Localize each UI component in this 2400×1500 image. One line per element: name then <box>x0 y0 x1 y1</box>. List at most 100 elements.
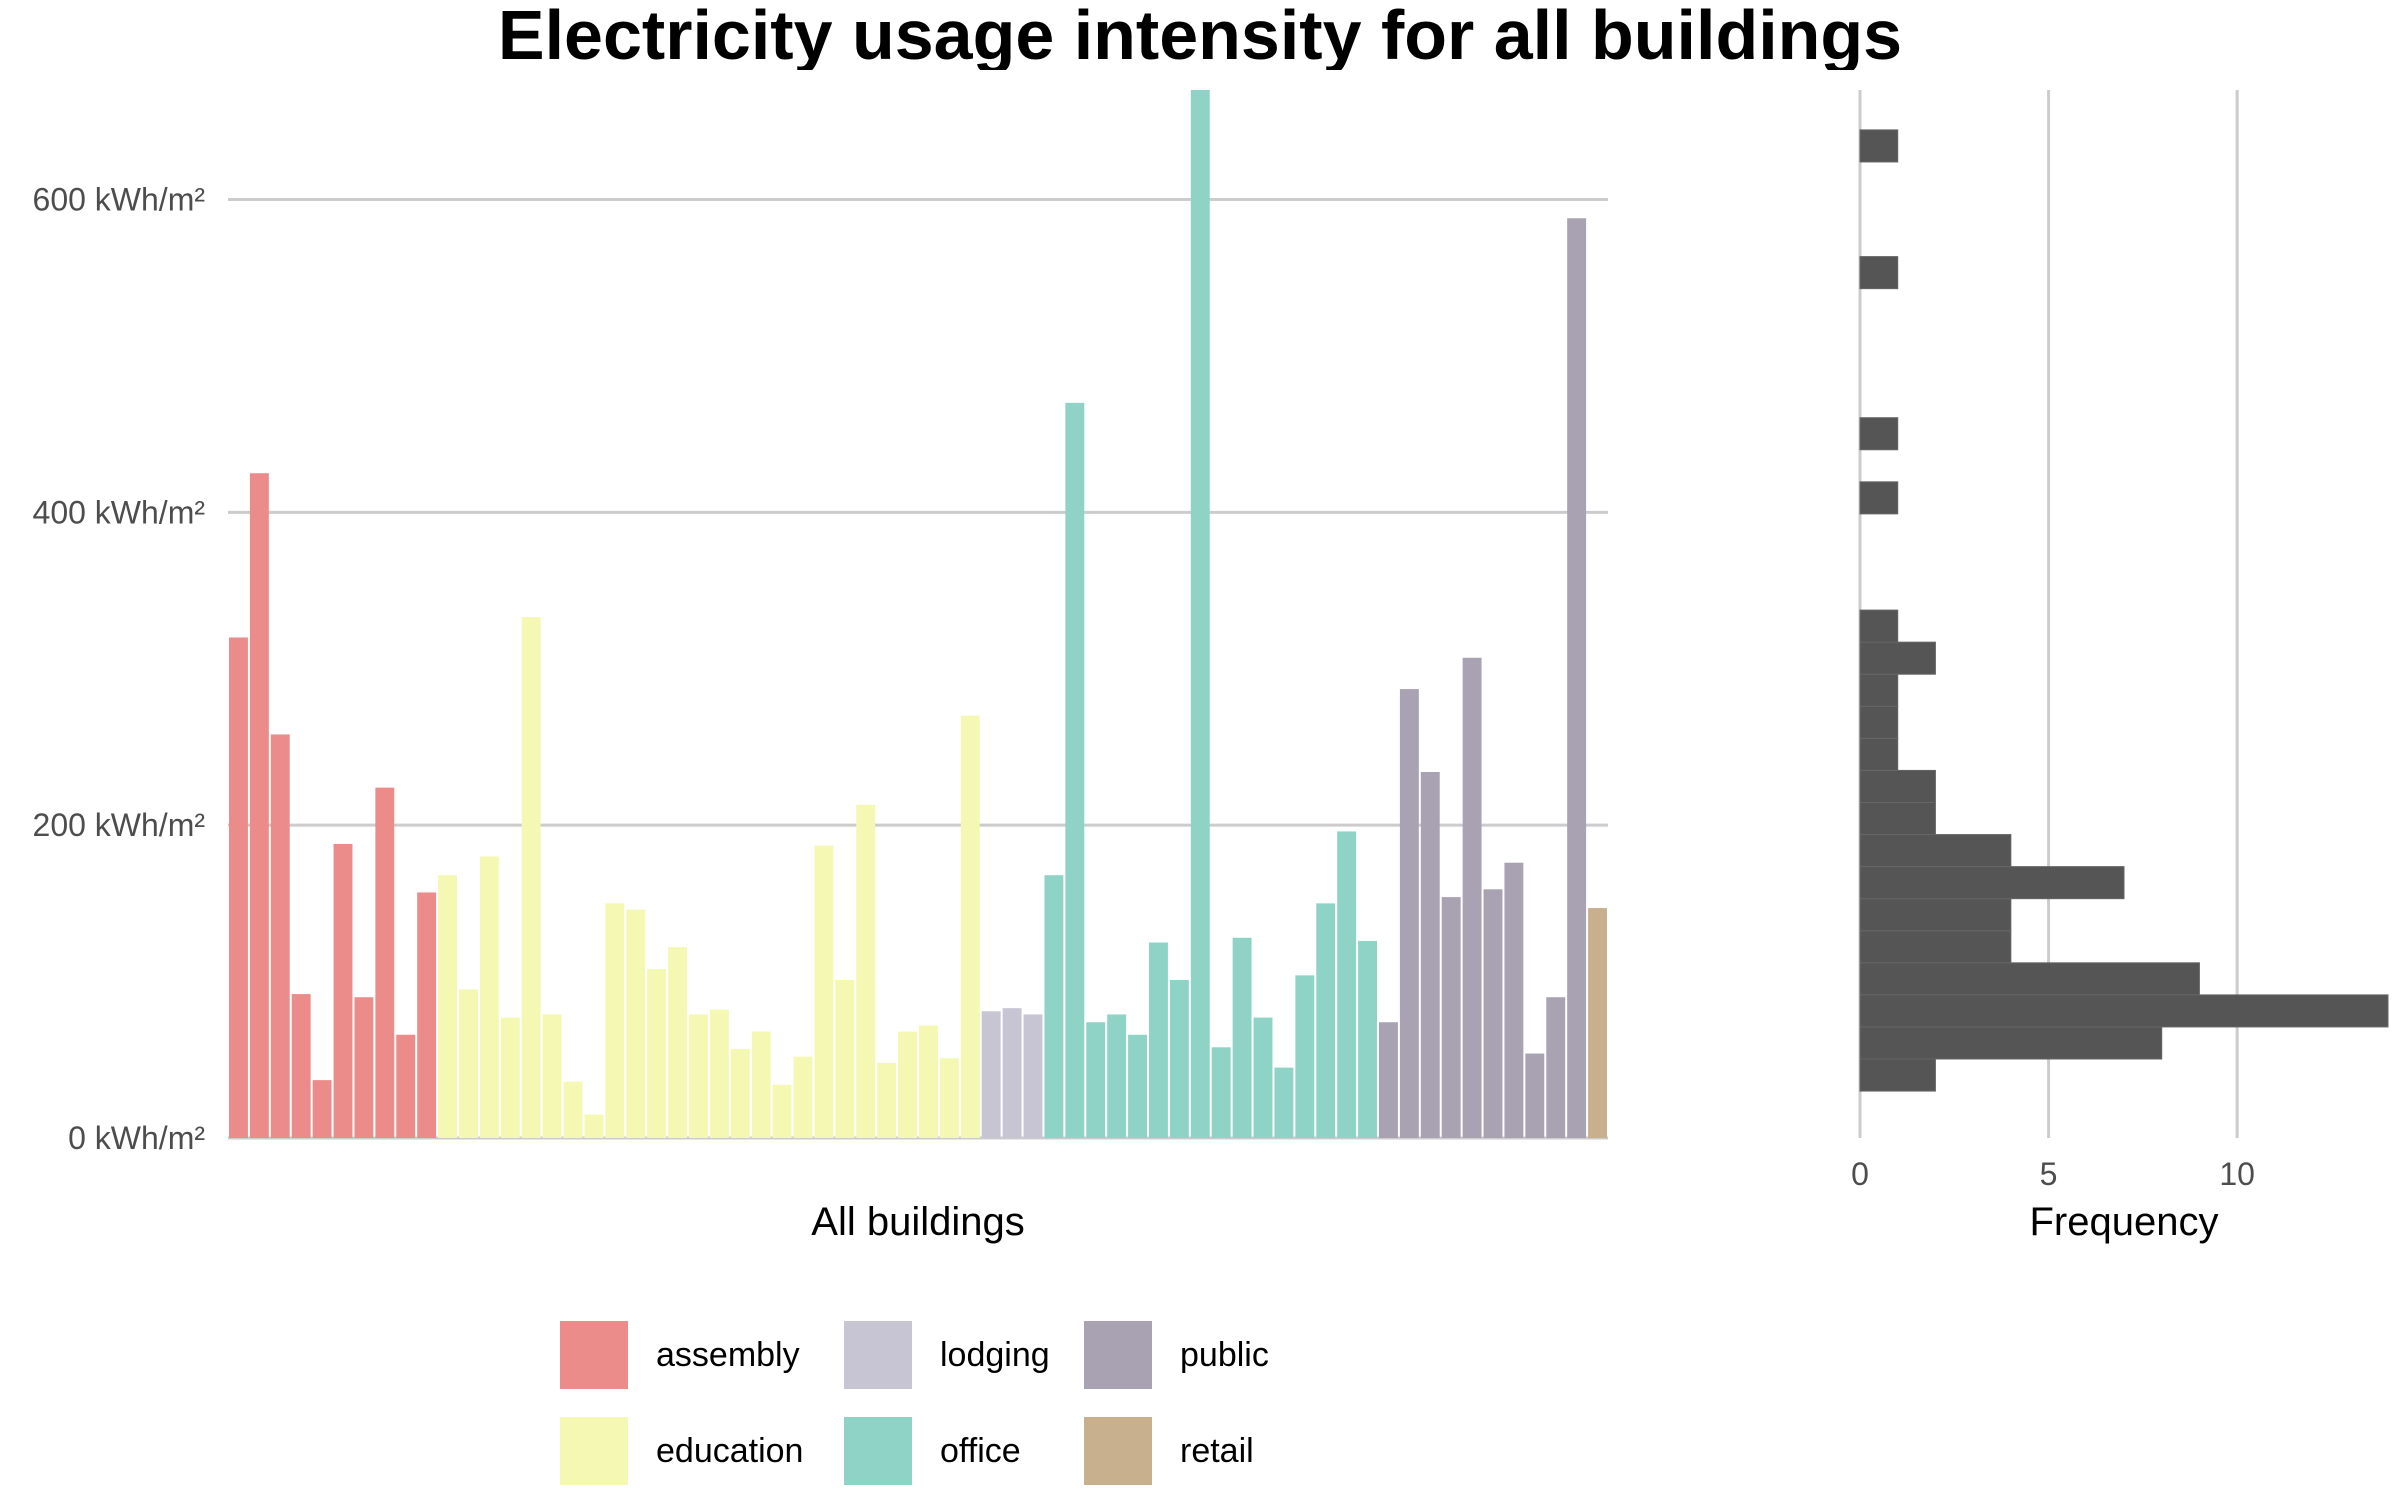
bar-assembly <box>417 892 437 1138</box>
histogram-bin <box>1859 705 1899 739</box>
histogram-bin <box>1859 737 1899 771</box>
legend-swatch <box>844 1417 912 1485</box>
bar-office <box>1044 875 1064 1138</box>
bar-public <box>1504 862 1524 1138</box>
bar-education <box>877 1062 897 1138</box>
bar-office <box>1065 402 1085 1138</box>
bar-education <box>479 856 499 1138</box>
bar-public <box>1420 771 1440 1138</box>
bar-office <box>1337 831 1357 1138</box>
histogram-bin <box>1859 769 1936 803</box>
histogram-x-tick-label: 10 <box>2219 1156 2255 1192</box>
legend-item-public: public <box>1084 1320 1269 1390</box>
histogram-bars <box>1859 129 2389 1092</box>
bar-education <box>835 980 855 1138</box>
histogram-x-tick-label: 0 <box>1851 1156 1869 1192</box>
bar-education <box>626 909 646 1138</box>
bar-office <box>1107 1014 1127 1138</box>
bar-chart-y-ticks: 0 kWh/m² 200 kWh/m² 400 kWh/m² 600 kWh/m² <box>33 181 206 1156</box>
bar-public <box>1462 657 1482 1138</box>
bar-education <box>584 1114 604 1138</box>
histogram-bin <box>1859 930 2012 964</box>
bar-retail <box>1588 908 1607 1138</box>
bar-chart-x-axis-title: All buildings <box>811 1200 1024 1244</box>
bar-education <box>500 1017 520 1138</box>
histogram-bin <box>1859 417 1899 451</box>
legend-swatch <box>1084 1417 1152 1485</box>
legend-label: lodging <box>940 1335 1050 1374</box>
legend-label: public <box>1180 1335 1269 1374</box>
bar-assembly <box>229 637 248 1138</box>
bar-education <box>751 1031 771 1138</box>
histogram-bin <box>1859 481 1899 515</box>
bar-office <box>1253 1017 1273 1138</box>
bar-public <box>1379 1022 1398 1138</box>
histogram-bin <box>1859 801 1936 836</box>
histogram-bin <box>1859 609 1899 643</box>
bar-education <box>898 1031 917 1138</box>
bar-office <box>1149 942 1168 1138</box>
bar-office <box>1295 975 1315 1138</box>
bar-office <box>1190 90 1210 1138</box>
bar-public <box>1546 997 1566 1138</box>
bar-education <box>647 969 667 1138</box>
bar-chart-y-tick-label: 600 kWh/m² <box>33 181 206 217</box>
bar-education <box>709 1009 729 1138</box>
histogram-bin <box>1859 834 2012 868</box>
bar-education <box>939 1058 959 1138</box>
bar-assembly <box>249 473 269 1138</box>
bar-education <box>856 804 876 1138</box>
bar-assembly <box>375 787 395 1138</box>
bar-office <box>1086 1022 1106 1138</box>
bar-assembly <box>270 734 290 1138</box>
legend-item-office: office <box>844 1416 1021 1486</box>
bar-education <box>919 1025 938 1138</box>
bar-education <box>542 1014 562 1138</box>
bar-office <box>1316 903 1336 1138</box>
bar-education <box>438 875 457 1138</box>
histogram-bin <box>1859 1026 2163 1060</box>
bar-education <box>563 1081 583 1138</box>
bar-assembly <box>312 1080 332 1138</box>
bar-assembly <box>291 994 311 1138</box>
legend-item-education: education <box>560 1416 803 1486</box>
bar-education <box>730 1048 750 1138</box>
legend: assembly education lodging office public reta… <box>560 1320 1320 1490</box>
bar-public <box>1567 218 1587 1138</box>
bar-chart-y-tick-label: 200 kWh/m² <box>33 807 206 843</box>
chart-title: Electricity usage intensity for all buil… <box>497 0 1903 70</box>
bar-office <box>1274 1067 1294 1138</box>
bar-office <box>1232 937 1252 1138</box>
legend-item-retail: retail <box>1084 1416 1254 1486</box>
bar-education <box>814 845 834 1138</box>
bar-education <box>668 947 687 1138</box>
histogram-bin <box>1859 129 1899 163</box>
histogram-x-axis-title: Frequency <box>2030 1200 2219 1244</box>
bar-public <box>1525 1053 1545 1138</box>
bar-education <box>960 715 980 1138</box>
bar-office <box>1211 1047 1231 1138</box>
bar-public <box>1441 897 1461 1138</box>
bar-assembly <box>396 1034 416 1138</box>
legend-item-lodging: lodging <box>844 1320 1050 1390</box>
histogram-bin <box>1859 256 1899 290</box>
bar-assembly <box>354 997 374 1138</box>
bar-chart-y-tick-label: 400 kWh/m² <box>33 494 206 530</box>
histogram-x-tick-label: 5 <box>2040 1156 2058 1192</box>
bar-education <box>605 903 625 1138</box>
legend-swatch <box>560 1321 628 1389</box>
legend-label: office <box>940 1431 1021 1470</box>
bar-chart-y-tick-label: 0 kWh/m² <box>68 1120 205 1156</box>
bar-office <box>1169 980 1189 1138</box>
bar-lodging <box>1002 1008 1022 1138</box>
histogram-bin <box>1859 962 2200 996</box>
legend-swatch <box>1084 1321 1152 1389</box>
histogram-x-ticks: 0 5 10 <box>1851 1156 2255 1192</box>
histogram-bin <box>1859 641 1936 675</box>
bar-education <box>521 617 541 1138</box>
bar-assembly <box>333 843 353 1138</box>
bar-lodging <box>1023 1014 1043 1138</box>
bar-public <box>1399 689 1419 1138</box>
bar-education <box>459 989 478 1138</box>
